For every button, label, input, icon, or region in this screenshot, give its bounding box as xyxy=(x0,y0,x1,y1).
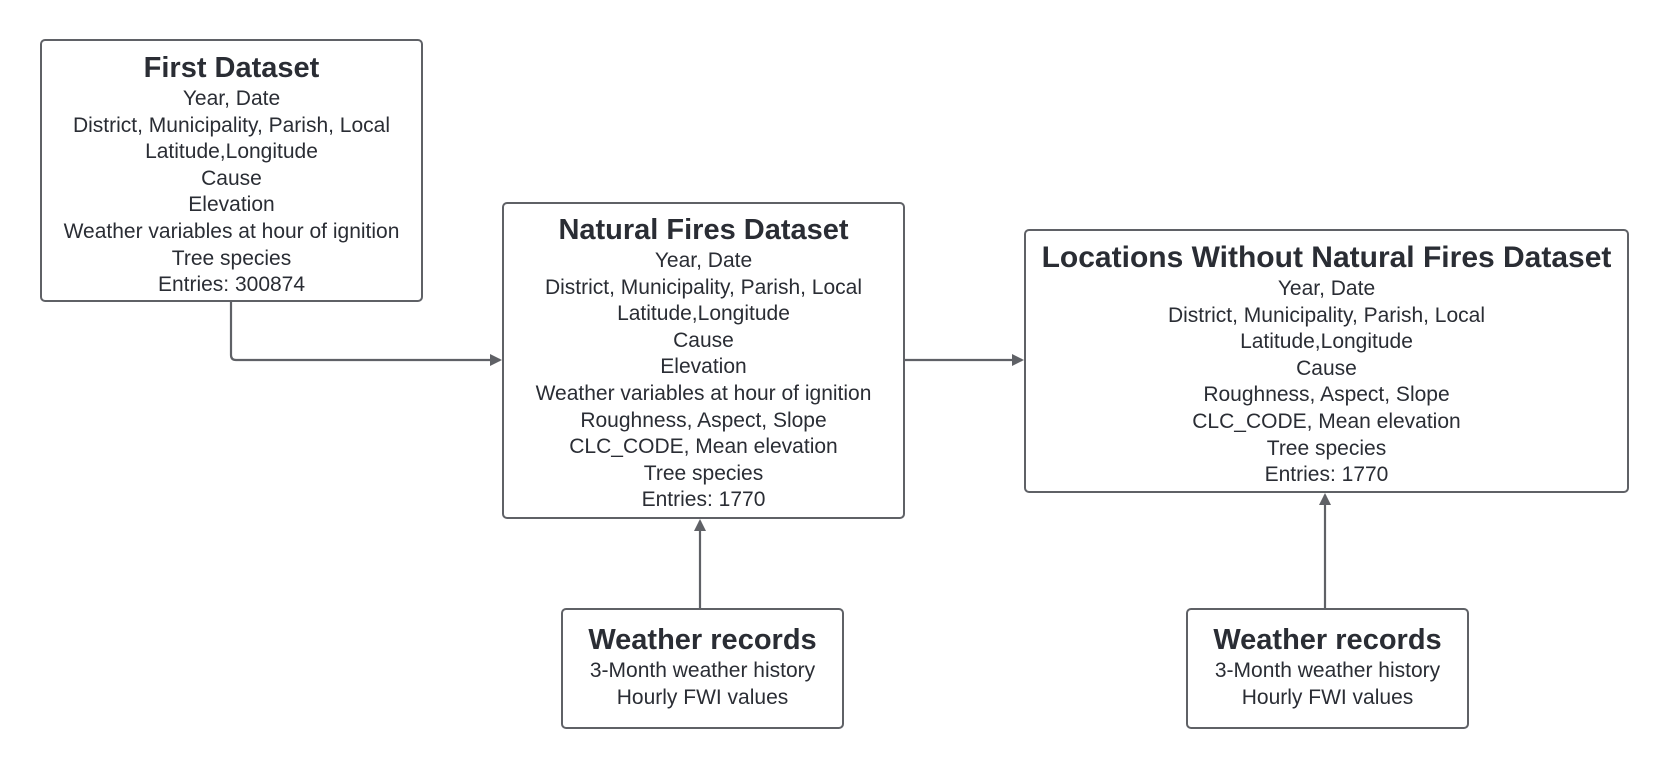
field-line: Roughness, Aspect, Slope xyxy=(1203,383,1450,407)
locations-without-natural-fires-title: Locations Without Natural Fires Dataset xyxy=(1041,241,1612,274)
field-line: Latitude,Longitude xyxy=(1240,330,1413,354)
first-dataset-box: First Dataset Year, Date District, Munic… xyxy=(40,39,423,302)
natural-fires-dataset-fields: Year, Date District, Municipality, Paris… xyxy=(536,248,872,514)
first-dataset-fields: Year, Date District, Municipality, Paris… xyxy=(64,86,400,299)
field-line: CLC_CODE, Mean elevation xyxy=(1192,409,1461,433)
entries-count: Entries: 1770 xyxy=(1264,463,1389,487)
natural-fires-dataset-box: Natural Fires Dataset Year, Date Distric… xyxy=(502,202,905,519)
field-line: Elevation xyxy=(188,193,275,217)
field-line: Hourly FWI values xyxy=(616,685,789,709)
field-line: Weather variables at hour of ignition xyxy=(535,381,872,405)
weather-records-title: Weather records xyxy=(588,624,817,656)
field-line: Latitude,Longitude xyxy=(617,302,790,326)
field-line: Cause xyxy=(201,166,262,190)
field-line: Year, Date xyxy=(1277,277,1376,300)
entries-count: Entries: 300874 xyxy=(157,273,306,297)
field-line: Cause xyxy=(673,328,734,352)
weather-records-title: Weather records xyxy=(1213,624,1442,656)
locations-without-natural-fires-fields: Year, Date District, Municipality, Paris… xyxy=(1168,276,1485,489)
weather-records-box-locations: Weather records 3-Month weather history … xyxy=(1186,608,1469,729)
weather-records-fields: 3-Month weather history Hourly FWI value… xyxy=(590,658,815,711)
field-line: Hourly FWI values xyxy=(1241,685,1414,709)
first-dataset-title: First Dataset xyxy=(143,52,320,84)
field-line: Year, Date xyxy=(182,87,281,110)
field-line: 3-Month weather history xyxy=(1214,659,1441,682)
field-line: Weather variables at hour of ignition xyxy=(63,219,400,243)
field-line: Tree species xyxy=(1266,436,1387,460)
entries-count: Entries: 1770 xyxy=(641,488,766,512)
weather-records-fields: 3-Month weather history Hourly FWI value… xyxy=(1215,658,1440,711)
field-line: Tree species xyxy=(643,461,764,485)
field-line: Roughness, Aspect, Slope xyxy=(580,408,827,432)
natural-fires-dataset-title: Natural Fires Dataset xyxy=(558,214,849,246)
field-line: Tree species xyxy=(171,246,292,270)
field-line: Cause xyxy=(1296,356,1357,380)
field-line: CLC_CODE, Mean elevation xyxy=(569,435,838,459)
locations-without-natural-fires-box: Locations Without Natural Fires Dataset … xyxy=(1024,229,1629,493)
weather-records-box-natural: Weather records 3-Month weather history … xyxy=(561,608,844,729)
field-line: Year, Date xyxy=(654,249,753,272)
arrow-first-to-natural xyxy=(229,302,502,366)
field-line: District, Municipality, Parish, Local xyxy=(544,275,863,299)
field-line: District, Municipality, Parish, Local xyxy=(72,113,391,137)
field-line: Latitude,Longitude xyxy=(145,140,318,164)
field-line: 3-Month weather history xyxy=(589,659,816,682)
field-line: District, Municipality, Parish, Local xyxy=(1167,303,1486,327)
field-line: Elevation xyxy=(660,355,747,379)
